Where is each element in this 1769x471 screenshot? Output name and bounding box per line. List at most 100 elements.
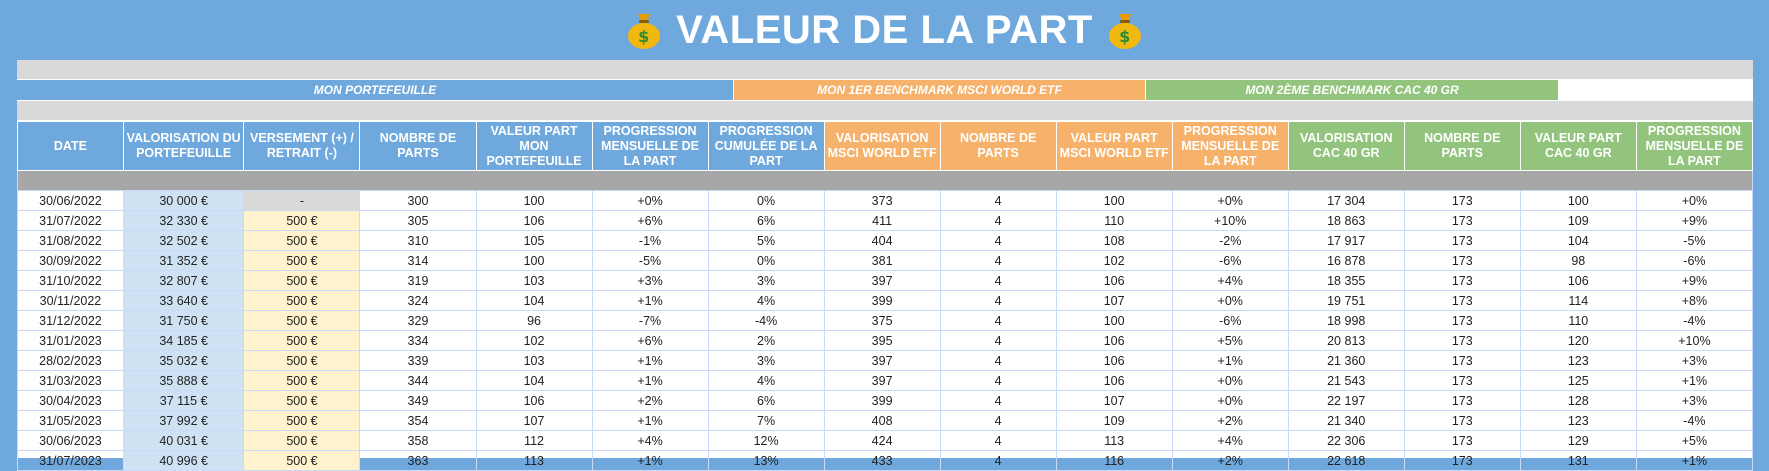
cell-cvalo[interactable]: 18 863	[1287, 210, 1405, 231]
cell-vers[interactable]: 500 €	[243, 450, 361, 471]
cell-vers[interactable]: 500 €	[243, 350, 361, 371]
cell-vers[interactable]: 500 €	[243, 210, 361, 231]
cell-prog[interactable]: -7%	[591, 310, 709, 331]
cell-mprog[interactable]: +0%	[1171, 370, 1289, 391]
cell-cvpart[interactable]: 129	[1519, 430, 1637, 451]
cell-prog[interactable]: +6%	[591, 330, 709, 351]
cell-cum[interactable]: 3%	[707, 270, 825, 291]
cell-parts[interactable]: 339	[359, 350, 477, 371]
cell-date[interactable]: 31/10/2022	[17, 270, 124, 291]
cell-mvalo[interactable]: 395	[823, 330, 941, 351]
cell-cvpart[interactable]: 128	[1519, 390, 1637, 411]
cell-cparts[interactable]: 173	[1403, 270, 1521, 291]
column-header-vers[interactable]: VERSEMENT (+) / RETRAIT (-)	[243, 121, 361, 171]
cell-date[interactable]: 31/01/2023	[17, 330, 124, 351]
cell-parts[interactable]: 354	[359, 410, 477, 431]
cell-mvalo[interactable]: 408	[823, 410, 941, 431]
cell-cprog[interactable]: -6%	[1635, 250, 1754, 271]
column-header-cvalo[interactable]: VALORISATION CAC 40 GR	[1287, 121, 1405, 171]
cell-vers[interactable]: 500 €	[243, 250, 361, 271]
cell-valo[interactable]: 37 992 €	[122, 410, 245, 431]
cell-mvalo[interactable]: 404	[823, 230, 941, 251]
cell-date[interactable]: 30/06/2023	[17, 430, 124, 451]
cell-mvalo[interactable]: 411	[823, 210, 941, 231]
cell-mprog[interactable]: -2%	[1171, 230, 1289, 251]
cell-valo[interactable]: 40 031 €	[122, 430, 245, 451]
cell-cprog[interactable]: +3%	[1635, 390, 1754, 411]
cell-cvpart[interactable]: 123	[1519, 350, 1637, 371]
cell-cprog[interactable]: +10%	[1635, 330, 1754, 351]
cell-cprog[interactable]: +3%	[1635, 350, 1754, 371]
cell-mparts[interactable]: 4	[939, 350, 1057, 371]
cell-mvpart[interactable]: 106	[1055, 330, 1173, 351]
cell-cvalo[interactable]: 21 340	[1287, 410, 1405, 431]
cell-mparts[interactable]: 4	[939, 210, 1057, 231]
cell-cparts[interactable]: 173	[1403, 190, 1521, 211]
cell-prog[interactable]: +6%	[591, 210, 709, 231]
cell-cum[interactable]: 12%	[707, 430, 825, 451]
cell-mvpart[interactable]: 116	[1055, 450, 1173, 471]
section-portfolio[interactable]: MON PORTEFEUILLE	[17, 80, 733, 100]
cell-cvpart[interactable]: 98	[1519, 250, 1637, 271]
cell-mvalo[interactable]: 373	[823, 190, 941, 211]
cell-cum[interactable]: 5%	[707, 230, 825, 251]
cell-mparts[interactable]: 4	[939, 390, 1057, 411]
cell-cparts[interactable]: 173	[1403, 450, 1521, 471]
cell-date[interactable]: 31/07/2022	[17, 210, 124, 231]
cell-mvalo[interactable]: 375	[823, 310, 941, 331]
cell-valo[interactable]: 30 000 €	[122, 190, 245, 211]
cell-vers[interactable]: 500 €	[243, 290, 361, 311]
cell-mvalo[interactable]: 397	[823, 370, 941, 391]
cell-mvalo[interactable]: 397	[823, 270, 941, 291]
cell-mprog[interactable]: +0%	[1171, 190, 1289, 211]
cell-cparts[interactable]: 173	[1403, 230, 1521, 251]
cell-mparts[interactable]: 4	[939, 230, 1057, 251]
cell-vpart[interactable]: 113	[475, 450, 593, 471]
column-header-valo[interactable]: VALORISATION DU PORTEFEUILLE	[122, 121, 245, 171]
cell-cvpart[interactable]: 104	[1519, 230, 1637, 251]
cell-parts[interactable]: 363	[359, 450, 477, 471]
cell-cprog[interactable]: +8%	[1635, 290, 1754, 311]
cell-vpart[interactable]: 106	[475, 210, 593, 231]
cell-valo[interactable]: 32 807 €	[122, 270, 245, 291]
column-header-date[interactable]: DATE	[17, 121, 124, 171]
cell-mparts[interactable]: 4	[939, 450, 1057, 471]
cell-vers[interactable]: -	[243, 190, 361, 211]
cell-mvalo[interactable]: 381	[823, 250, 941, 271]
cell-cprog[interactable]: +5%	[1635, 430, 1754, 451]
cell-prog[interactable]: +2%	[591, 390, 709, 411]
cell-cparts[interactable]: 173	[1403, 310, 1521, 331]
cell-cvalo[interactable]: 20 813	[1287, 330, 1405, 351]
cell-cvalo[interactable]: 22 197	[1287, 390, 1405, 411]
cell-vers[interactable]: 500 €	[243, 390, 361, 411]
cell-vpart[interactable]: 102	[475, 330, 593, 351]
cell-prog[interactable]: +3%	[591, 270, 709, 291]
column-header-parts[interactable]: NOMBRE DE PARTS	[359, 121, 477, 171]
cell-vpart[interactable]: 96	[475, 310, 593, 331]
cell-mprog[interactable]: +10%	[1171, 210, 1289, 231]
cell-date[interactable]: 31/08/2022	[17, 230, 124, 251]
cell-cum[interactable]: 3%	[707, 350, 825, 371]
cell-cvpart[interactable]: 123	[1519, 410, 1637, 431]
cell-mvpart[interactable]: 102	[1055, 250, 1173, 271]
cell-mvpart[interactable]: 109	[1055, 410, 1173, 431]
cell-mvalo[interactable]: 433	[823, 450, 941, 471]
cell-cum[interactable]: 4%	[707, 370, 825, 391]
cell-mvalo[interactable]: 399	[823, 290, 941, 311]
cell-mvpart[interactable]: 106	[1055, 370, 1173, 391]
cell-valo[interactable]: 35 032 €	[122, 350, 245, 371]
column-header-cparts[interactable]: NOMBRE DE PARTS	[1403, 121, 1521, 171]
cell-cvalo[interactable]: 21 360	[1287, 350, 1405, 371]
cell-cvpart[interactable]: 120	[1519, 330, 1637, 351]
cell-date[interactable]: 30/04/2023	[17, 390, 124, 411]
cell-vpart[interactable]: 103	[475, 350, 593, 371]
cell-mvpart[interactable]: 110	[1055, 210, 1173, 231]
cell-date[interactable]: 30/09/2022	[17, 250, 124, 271]
cell-vpart[interactable]: 105	[475, 230, 593, 251]
cell-mparts[interactable]: 4	[939, 270, 1057, 291]
cell-valo[interactable]: 40 996 €	[122, 450, 245, 471]
cell-mvpart[interactable]: 100	[1055, 190, 1173, 211]
cell-vpart[interactable]: 100	[475, 250, 593, 271]
cell-valo[interactable]: 32 330 €	[122, 210, 245, 231]
cell-parts[interactable]: 300	[359, 190, 477, 211]
